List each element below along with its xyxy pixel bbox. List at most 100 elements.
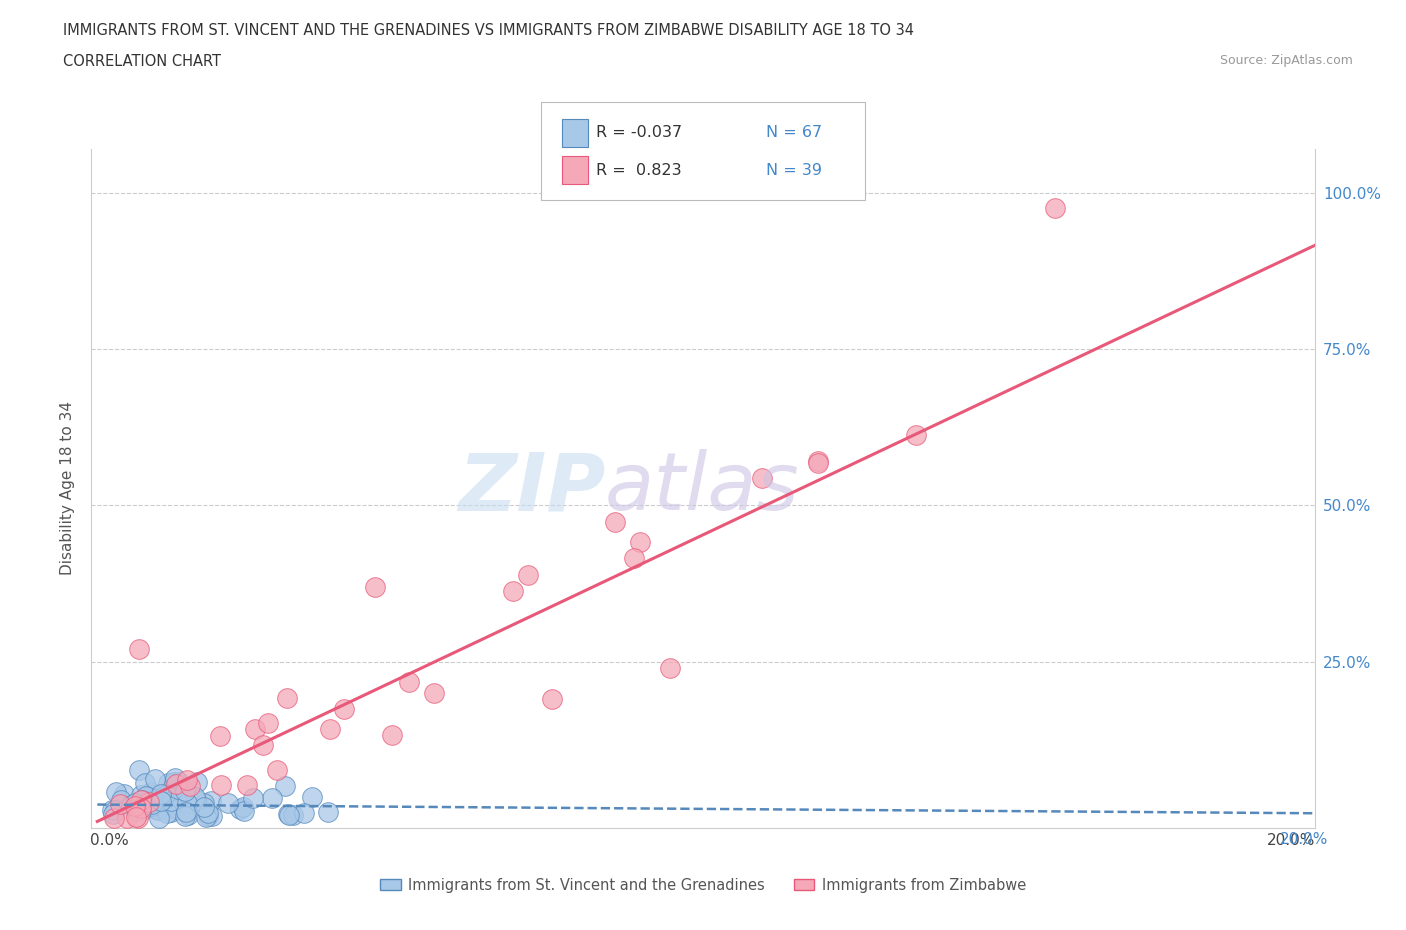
Point	[157, 776, 180, 790]
Point	[176, 773, 198, 788]
Legend: Immigrants from St. Vincent and the Grenadines, Immigrants from Zimbabwe: Immigrants from St. Vincent and the Gren…	[374, 871, 1032, 898]
Point	[150, 786, 173, 801]
Point	[135, 789, 157, 804]
Point	[104, 785, 127, 800]
Point	[179, 778, 201, 793]
Point	[197, 809, 219, 824]
Point	[101, 803, 124, 817]
Point	[129, 801, 152, 816]
Point	[167, 775, 190, 790]
Point	[193, 800, 215, 815]
Point	[242, 790, 264, 805]
Point	[186, 792, 208, 807]
Point	[174, 804, 197, 819]
Y-axis label: Disability Age 18 to 34: Disability Age 18 to 34	[60, 401, 76, 576]
Point	[195, 810, 218, 825]
Text: Source: ZipAtlas.com: Source: ZipAtlas.com	[1219, 54, 1353, 67]
Point	[138, 794, 160, 809]
Point	[159, 805, 181, 820]
Point	[163, 775, 186, 790]
Point	[243, 722, 266, 737]
Point	[174, 808, 197, 823]
Point	[807, 456, 830, 471]
Point	[904, 428, 927, 443]
Point	[115, 811, 138, 826]
Point	[316, 804, 339, 819]
Point	[128, 642, 150, 657]
Point	[193, 795, 215, 810]
Point	[176, 807, 198, 822]
Point	[165, 777, 187, 791]
Point	[277, 807, 299, 822]
Point	[125, 810, 148, 825]
Point	[124, 804, 146, 818]
Point	[232, 799, 254, 814]
Point	[229, 802, 252, 817]
Point	[145, 772, 167, 787]
Point	[628, 535, 651, 550]
Point	[128, 763, 150, 777]
Point	[112, 787, 135, 802]
Point	[134, 776, 156, 790]
Point	[807, 453, 830, 468]
Text: 20.0%: 20.0%	[1281, 832, 1329, 847]
Point	[186, 775, 208, 790]
Point	[502, 584, 524, 599]
Point	[160, 793, 183, 808]
Point	[423, 685, 446, 700]
Point	[1043, 201, 1066, 216]
Point	[274, 778, 297, 793]
Point	[124, 801, 146, 816]
Point	[127, 811, 149, 826]
Point	[129, 788, 152, 803]
Point	[217, 796, 239, 811]
Text: IMMIGRANTS FROM ST. VINCENT AND THE GRENADINES VS IMMIGRANTS FROM ZIMBABWE DISAB: IMMIGRANTS FROM ST. VINCENT AND THE GREN…	[63, 23, 914, 38]
Text: atlas: atlas	[605, 449, 800, 527]
Point	[124, 795, 146, 810]
Point	[148, 810, 170, 825]
Point	[139, 784, 162, 799]
Point	[260, 790, 283, 805]
Text: CORRELATION CHART: CORRELATION CHART	[63, 54, 221, 69]
Point	[209, 777, 232, 792]
Point	[197, 805, 219, 820]
Point	[176, 795, 198, 810]
Text: R = -0.037: R = -0.037	[596, 126, 682, 140]
Point	[128, 800, 150, 815]
Point	[142, 791, 165, 806]
Point	[153, 788, 176, 803]
Point	[129, 804, 152, 819]
Point	[145, 802, 167, 817]
Point	[142, 799, 165, 814]
Point	[110, 792, 132, 807]
Point	[292, 805, 315, 820]
Point	[603, 515, 626, 530]
Point	[208, 728, 231, 743]
Point	[266, 763, 288, 777]
Point	[541, 692, 564, 707]
Text: ZIP: ZIP	[458, 449, 605, 527]
Point	[108, 796, 131, 811]
Point	[276, 691, 298, 706]
Point	[101, 806, 124, 821]
Point	[200, 793, 222, 808]
Point	[283, 807, 305, 822]
Point	[157, 797, 180, 812]
Point	[623, 551, 645, 565]
Point	[381, 727, 404, 742]
Point	[156, 805, 179, 820]
Point	[256, 716, 278, 731]
Point	[201, 809, 224, 824]
Point	[659, 660, 682, 675]
Point	[124, 799, 146, 814]
Text: N = 67: N = 67	[766, 126, 823, 140]
Point	[131, 792, 153, 807]
Point	[131, 792, 153, 807]
Point	[104, 803, 127, 817]
Point	[184, 790, 207, 804]
Point	[138, 788, 160, 803]
Point	[120, 798, 142, 813]
Point	[751, 471, 773, 485]
Point	[174, 783, 197, 798]
Point	[166, 802, 188, 817]
